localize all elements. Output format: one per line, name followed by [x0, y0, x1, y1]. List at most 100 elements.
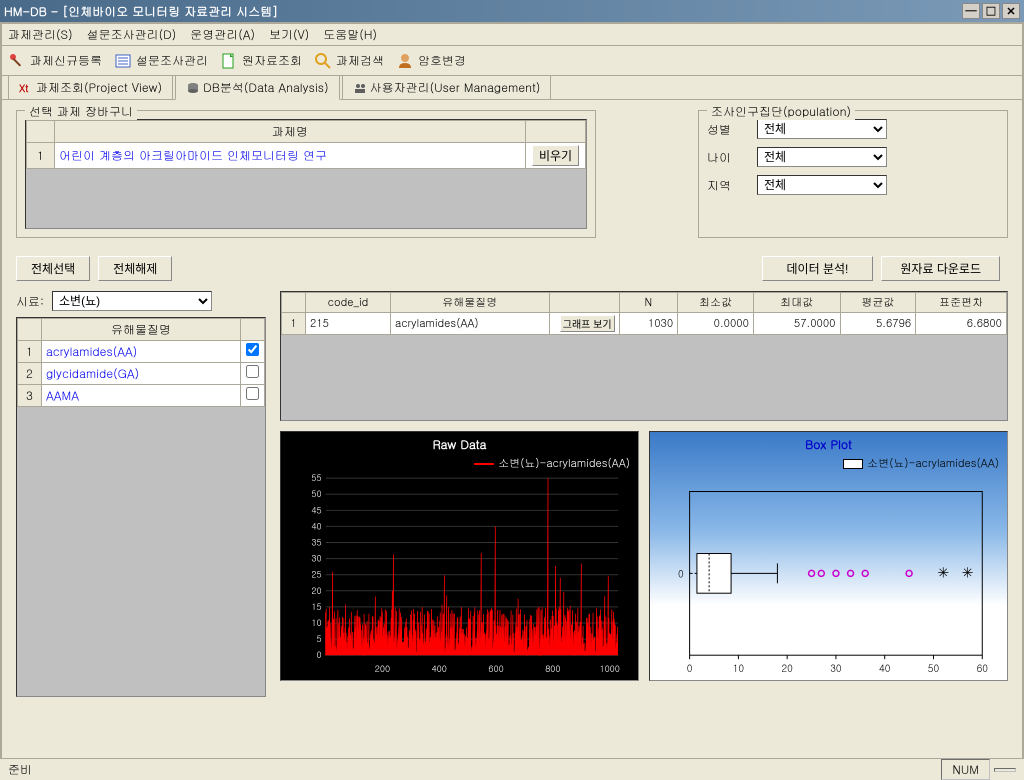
- statusbar: 준비 NUM: [0, 758, 1024, 780]
- menu-project[interactable]: 과제관리(S): [8, 26, 73, 43]
- substance-row[interactable]: 3AAMA: [18, 385, 265, 407]
- svg-text:✳: ✳: [962, 561, 974, 581]
- action-row: 전체선택 전체해제 데이터 분석! 원자료 다운로드: [16, 256, 1008, 281]
- status-num: NUM: [941, 759, 990, 780]
- toolbar-search[interactable]: 과제검색: [314, 52, 384, 70]
- region-label: 지역: [707, 177, 747, 194]
- tab-data-analysis[interactable]: DB분석(Data Analysis): [175, 75, 339, 100]
- minimize-button[interactable]: —: [962, 3, 980, 19]
- age-label: 나이: [707, 149, 747, 166]
- select-all-button[interactable]: 전체선택: [16, 256, 90, 281]
- search-icon: [314, 52, 332, 70]
- svg-text:50: 50: [311, 487, 321, 500]
- wand-icon: [8, 52, 26, 70]
- svg-text:Xt: Xt: [19, 81, 29, 95]
- svg-text:35: 35: [311, 535, 321, 548]
- basket-legend: 선택 과제 장바구니: [25, 103, 137, 120]
- document-icon: [220, 52, 238, 70]
- gender-select[interactable]: 전체: [757, 119, 887, 139]
- users-icon: [353, 81, 367, 95]
- basket-header-name: 과제명: [55, 121, 526, 143]
- svg-text:55: 55: [311, 471, 321, 484]
- basket-fieldset: 선택 과제 장바구니 과제명 1 어린이 계층의 아크릴아마이드 인체모니터링 …: [16, 110, 596, 238]
- substance-table: 유해물질명 1acrylamides(AA) 2glycidamide(GA) …: [17, 318, 265, 407]
- window-controls: — □ ✕: [962, 3, 1020, 19]
- menu-help[interactable]: 도움말(H): [323, 26, 377, 43]
- svg-text:30: 30: [830, 661, 842, 675]
- svg-text:40: 40: [311, 519, 321, 532]
- download-button[interactable]: 원자료 다운로드: [881, 256, 1000, 281]
- maximize-button[interactable]: □: [982, 3, 1000, 19]
- svg-text:15: 15: [311, 600, 321, 613]
- svg-text:✳: ✳: [937, 561, 949, 581]
- xt-icon: Xt: [19, 81, 33, 95]
- window-title: HM-DB - [인체바이오 모니터링 자료관리 시스템]: [4, 3, 962, 20]
- user-icon: [396, 52, 414, 70]
- raw-data-chart: Raw Data 소변(뇨)-acrylamides(AA) 051015202…: [280, 431, 639, 681]
- svg-text:400: 400: [432, 662, 447, 675]
- results-row[interactable]: 1 215 acrylamides(AA) 그래프 보기 1030 0.0000…: [282, 313, 1007, 335]
- box-chart-svg: 0 10 20 30 40 50 60 0 ✳ ✳: [650, 432, 1007, 680]
- toolbar-password[interactable]: 암호변경: [396, 52, 466, 70]
- gender-label: 성별: [707, 121, 747, 138]
- menu-view[interactable]: 보기(V): [269, 26, 309, 43]
- analyze-button[interactable]: 데이터 분석!: [762, 256, 874, 281]
- svg-text:40: 40: [879, 661, 891, 675]
- sample-label: 시료:: [16, 293, 44, 310]
- svg-text:20: 20: [311, 584, 321, 597]
- substance-row[interactable]: 2glycidamide(GA): [18, 363, 265, 385]
- svg-text:1000: 1000: [599, 662, 619, 675]
- population-legend: 조사인구집단(population): [707, 103, 855, 120]
- menu-operation[interactable]: 운영관리(A): [190, 26, 255, 43]
- svg-text:800: 800: [545, 662, 560, 675]
- basket-table: 과제명 1 어린이 계층의 아크릴아마이드 인체모니터링 연구 비우기: [26, 120, 586, 169]
- deselect-all-button[interactable]: 전체해제: [98, 256, 172, 281]
- svg-text:200: 200: [375, 662, 390, 675]
- svg-text:25: 25: [311, 568, 321, 581]
- svg-text:0: 0: [687, 661, 693, 675]
- svg-text:10: 10: [311, 616, 321, 629]
- close-button[interactable]: ✕: [1002, 3, 1020, 19]
- menubar: 과제관리(S) 설문조사관리(D) 운영관리(A) 보기(V) 도움말(H): [2, 24, 1022, 46]
- box-plot-chart: Box Plot 소변(뇨)-acrylamides(AA) 010203040…: [649, 431, 1008, 681]
- raw-chart-svg: 0 5 10 15 20 25 30 35 40 45 50 55 200 400 600 800 1000: [281, 432, 638, 680]
- status-ready: 준비: [8, 761, 32, 778]
- svg-text:30: 30: [311, 552, 321, 565]
- status-empty: [994, 768, 1016, 772]
- main-panel: 선택 과제 장바구니 과제명 1 어린이 계층의 아크릴아마이드 인체모니터링 …: [2, 100, 1022, 760]
- svg-text:600: 600: [488, 662, 503, 675]
- basket-project-name[interactable]: 어린이 계층의 아크릴아마이드 인체모니터링 연구: [55, 143, 526, 169]
- db-icon: [186, 81, 200, 95]
- basket-row[interactable]: 1 어린이 계층의 아크릴아마이드 인체모니터링 연구 비우기: [27, 143, 586, 169]
- toolbar-new-project[interactable]: 과제신규등록: [8, 52, 102, 70]
- list-icon: [114, 52, 132, 70]
- svg-text:50: 50: [928, 661, 940, 675]
- sample-select[interactable]: 소변(뇨): [52, 291, 212, 311]
- population-fieldset: 조사인구집단(population) 성별전체 나이전체 지역전체: [698, 110, 1008, 238]
- tab-project-view[interactable]: Xt 과제조회(Project View): [8, 75, 173, 99]
- substance-header: 유해물질명: [42, 319, 241, 341]
- svg-text:10: 10: [733, 661, 745, 675]
- svg-text:0: 0: [678, 566, 684, 580]
- svg-text:45: 45: [311, 503, 321, 516]
- titlebar: HM-DB - [인체바이오 모니터링 자료관리 시스템] — □ ✕: [0, 0, 1024, 22]
- substance-row[interactable]: 1acrylamides(AA): [18, 341, 265, 363]
- region-select[interactable]: 전체: [757, 175, 887, 195]
- svg-text:5: 5: [316, 632, 321, 645]
- svg-text:60: 60: [977, 661, 989, 675]
- age-select[interactable]: 전체: [757, 147, 887, 167]
- menu-survey[interactable]: 설문조사관리(D): [87, 26, 177, 43]
- svg-text:0: 0: [316, 648, 321, 661]
- tabbar: Xt 과제조회(Project View) DB분석(Data Analysis…: [2, 76, 1022, 100]
- toolbar: 과제신규등록 설문조사관리 원자료조회 과제검색 암호변경: [2, 46, 1022, 76]
- substance-checkbox-2[interactable]: [246, 365, 259, 378]
- toolbar-survey[interactable]: 설문조사관리: [114, 52, 208, 70]
- results-table: code_id 유해물질명 N 최소값 최대값 평균값 표준편차 1 215 a…: [281, 292, 1007, 335]
- svg-text:20: 20: [781, 661, 793, 675]
- toolbar-rawdata[interactable]: 원자료조회: [220, 52, 302, 70]
- substance-checkbox-1[interactable]: [246, 343, 259, 356]
- show-graph-button[interactable]: 그래프 보기: [560, 315, 615, 332]
- tab-user-management[interactable]: 사용자관리(User Management): [342, 75, 552, 99]
- substance-checkbox-3[interactable]: [246, 387, 259, 400]
- empty-button[interactable]: 비우기: [532, 145, 579, 166]
